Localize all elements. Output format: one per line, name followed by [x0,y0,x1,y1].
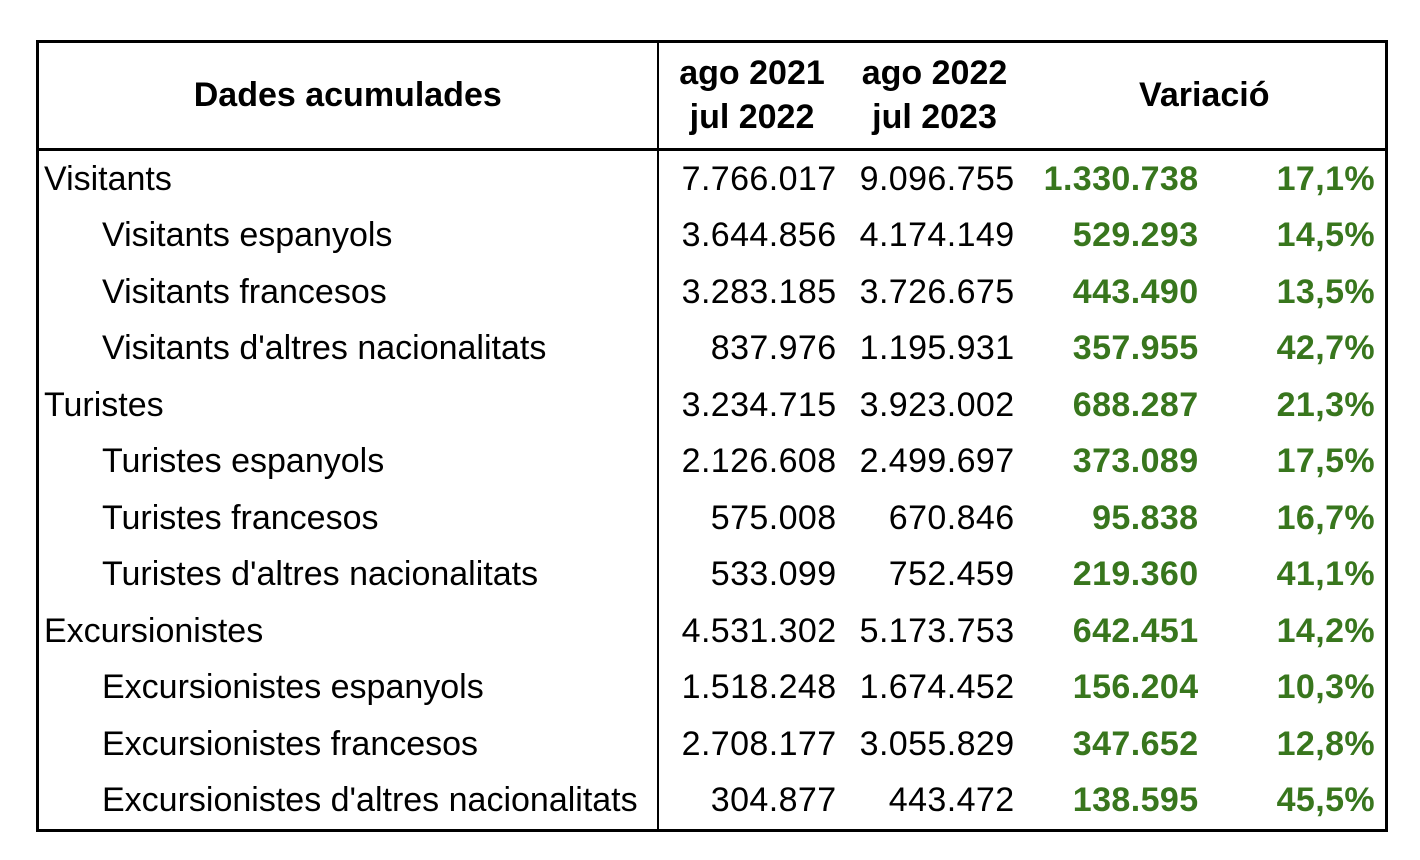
variation-abs-value: 357.955 [1072,329,1199,368]
variation-pct-value: 17,5% [1276,442,1376,481]
row-label: Excursionistes francesos [37,716,659,773]
variation-pct-value: 21,3% [1276,385,1376,424]
period1-value: 304.877 [710,781,837,820]
header-period-1-line2: jul 2022 [689,97,815,136]
period1-value: 1.518.248 [681,668,837,707]
table-body: Visitants 7.766.017 9.096.755 1.330.738 … [37,149,1387,831]
row-label: Visitants [37,149,659,208]
variation-pct-value: 13,5% [1276,272,1376,311]
table-row: Turistes 3.234.715 3.923.002 688.287 21,… [37,377,1387,434]
period1-value: 2.708.177 [681,724,837,763]
period2-value: 1.195.931 [859,329,1015,368]
row-label: Visitants d'altres nacionalitats [37,320,659,377]
header-period-2-line1: ago 2022 [861,53,1008,92]
variation-abs-value: 219.360 [1072,555,1199,594]
variation-abs-value: 642.451 [1072,611,1199,650]
table-row: Visitants francesos 3.283.185 3.726.675 … [37,264,1387,321]
header-dades-acumulades: Dades acumulades [37,41,659,151]
period2-value: 670.846 [888,498,1015,537]
period2-value: 4.174.149 [859,216,1015,255]
row-label: Excursionistes espanyols [37,659,659,716]
period2-value: 443.472 [888,781,1015,820]
table-row: Excursionistes d'altres nacionalitats 30… [37,772,1387,831]
variation-abs-value: 529.293 [1072,216,1199,255]
period1-value: 4.531.302 [681,611,837,650]
header-period-2: ago 2022 jul 2023 [845,41,1024,151]
period2-value: 9.096.755 [859,159,1015,198]
table-row: Turistes espanyols 2.126.608 2.499.697 3… [37,433,1387,490]
row-label: Excursionistes [37,603,659,660]
period2-value: 1.674.452 [859,668,1015,707]
header-period-1-line1: ago 2021 [679,53,825,92]
period1-value: 3.283.185 [681,272,837,311]
period1-value: 3.644.856 [681,216,837,255]
variation-pct-value: 14,2% [1276,611,1376,650]
variation-abs-value: 688.287 [1072,385,1199,424]
period2-value: 2.499.697 [859,442,1015,481]
period1-value: 837.976 [710,329,837,368]
variation-abs-value: 95.838 [1092,498,1199,537]
period1-value: 575.008 [710,498,837,537]
row-label: Turistes francesos [37,490,659,547]
table-header-row: Dades acumulades ago 2021 jul 2022 ago 2… [37,41,1387,151]
period2-value: 5.173.753 [859,611,1015,650]
variation-abs-value: 1.330.738 [1043,159,1199,198]
row-label: Turistes d'altres nacionalitats [37,546,659,603]
table-row: Visitants d'altres nacionalitats 837.976… [37,320,1387,377]
period2-value: 3.923.002 [859,385,1015,424]
row-label: Turistes espanyols [37,433,659,490]
variation-pct-value: 41,1% [1276,555,1376,594]
period1-value: 7.766.017 [681,159,837,198]
variation-pct-value: 45,5% [1276,781,1376,820]
variation-pct-value: 42,7% [1276,329,1376,368]
table-row: Visitants 7.766.017 9.096.755 1.330.738 … [37,149,1387,208]
header-variacio: Variació [1023,41,1387,151]
variation-abs-value: 347.652 [1072,724,1199,763]
period1-value: 2.126.608 [681,442,837,481]
variation-abs-value: 443.490 [1072,272,1199,311]
variation-pct-value: 16,7% [1276,498,1376,537]
variation-abs-value: 156.204 [1072,668,1199,707]
period2-value: 752.459 [888,555,1015,594]
variation-pct-value: 14,5% [1276,216,1376,255]
variation-abs-value: 138.595 [1072,781,1199,820]
accumulated-data-table: Dades acumulades ago 2021 jul 2022 ago 2… [36,40,1389,832]
period1-value: 3.234.715 [681,385,837,424]
variation-abs-value: 373.089 [1072,442,1199,481]
variation-pct-value: 12,8% [1276,724,1376,763]
table-row: Visitants espanyols 3.644.856 4.174.149 … [37,207,1387,264]
row-label: Visitants espanyols [37,207,659,264]
header-period-1: ago 2021 jul 2022 [657,41,846,151]
period2-value: 3.055.829 [859,724,1015,763]
table-row: Excursionistes espanyols 1.518.248 1.674… [37,659,1387,716]
row-label: Excursionistes d'altres nacionalitats [37,772,659,831]
table-row: Turistes d'altres nacionalitats 533.099 … [37,546,1387,603]
period1-value: 533.099 [710,555,837,594]
header-period-2-line2: jul 2023 [872,97,997,136]
table-row: Turistes francesos 575.008 670.846 95.83… [37,490,1387,547]
row-label: Turistes [37,377,659,434]
variation-pct-value: 17,1% [1276,159,1376,198]
table-row: Excursionistes francesos 2.708.177 3.055… [37,716,1387,773]
variation-pct-value: 10,3% [1276,668,1376,707]
row-label: Visitants francesos [37,264,659,321]
table-row: Excursionistes 4.531.302 5.173.753 642.4… [37,603,1387,660]
period2-value: 3.726.675 [859,272,1015,311]
